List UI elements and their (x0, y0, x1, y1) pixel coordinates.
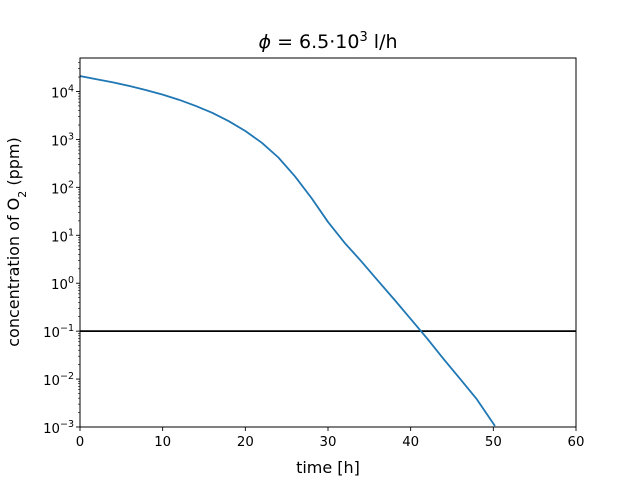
y-tick-label: 101 (51, 227, 74, 245)
y-tick-label: 10−3 (43, 419, 74, 437)
y-tick-label: 10−1 (43, 323, 74, 341)
chart-title: ϕ = 6.5·103 l/h (258, 30, 397, 54)
axes-frame (79, 57, 577, 428)
y-axis-label-sub: 2 (16, 191, 29, 198)
y-axis-label: concentration of O2 (ppm) (4, 137, 29, 346)
y-axis-label-suffix: (ppm) (4, 137, 23, 190)
x-tick-label: 60 (568, 435, 585, 450)
y-axis-label-text: concentration of O (4, 198, 23, 347)
y-tick-label: 104 (51, 84, 74, 102)
y-tick-label: 103 (51, 131, 74, 149)
chart-title-text: = 6.5·10 (271, 31, 359, 53)
y-tick-label: 100 (51, 275, 74, 293)
y-axis: 104 103 102 101 100 10−1 10−2 10−3 (43, 62, 80, 437)
plot-area (80, 75, 576, 427)
x-tick-label: 10 (154, 435, 171, 450)
x-tick-label: 50 (485, 435, 502, 450)
y-tick-label: 102 (51, 179, 74, 197)
series-line-0 (80, 75, 496, 427)
x-tick-label: 30 (320, 435, 337, 450)
x-tick-label: 0 (76, 435, 84, 450)
x-tick-label: 40 (402, 435, 419, 450)
chart-title-suffix: l/h (368, 31, 398, 53)
x-axis-label: time [h] (296, 458, 360, 477)
y-tick-label: 10−2 (43, 371, 74, 389)
x-axis: 0 10 20 30 40 50 60 (76, 427, 585, 450)
chart-title-sup: 3 (359, 30, 367, 45)
x-tick-label: 20 (237, 435, 254, 450)
chart-title-symbol: ϕ (258, 31, 271, 53)
